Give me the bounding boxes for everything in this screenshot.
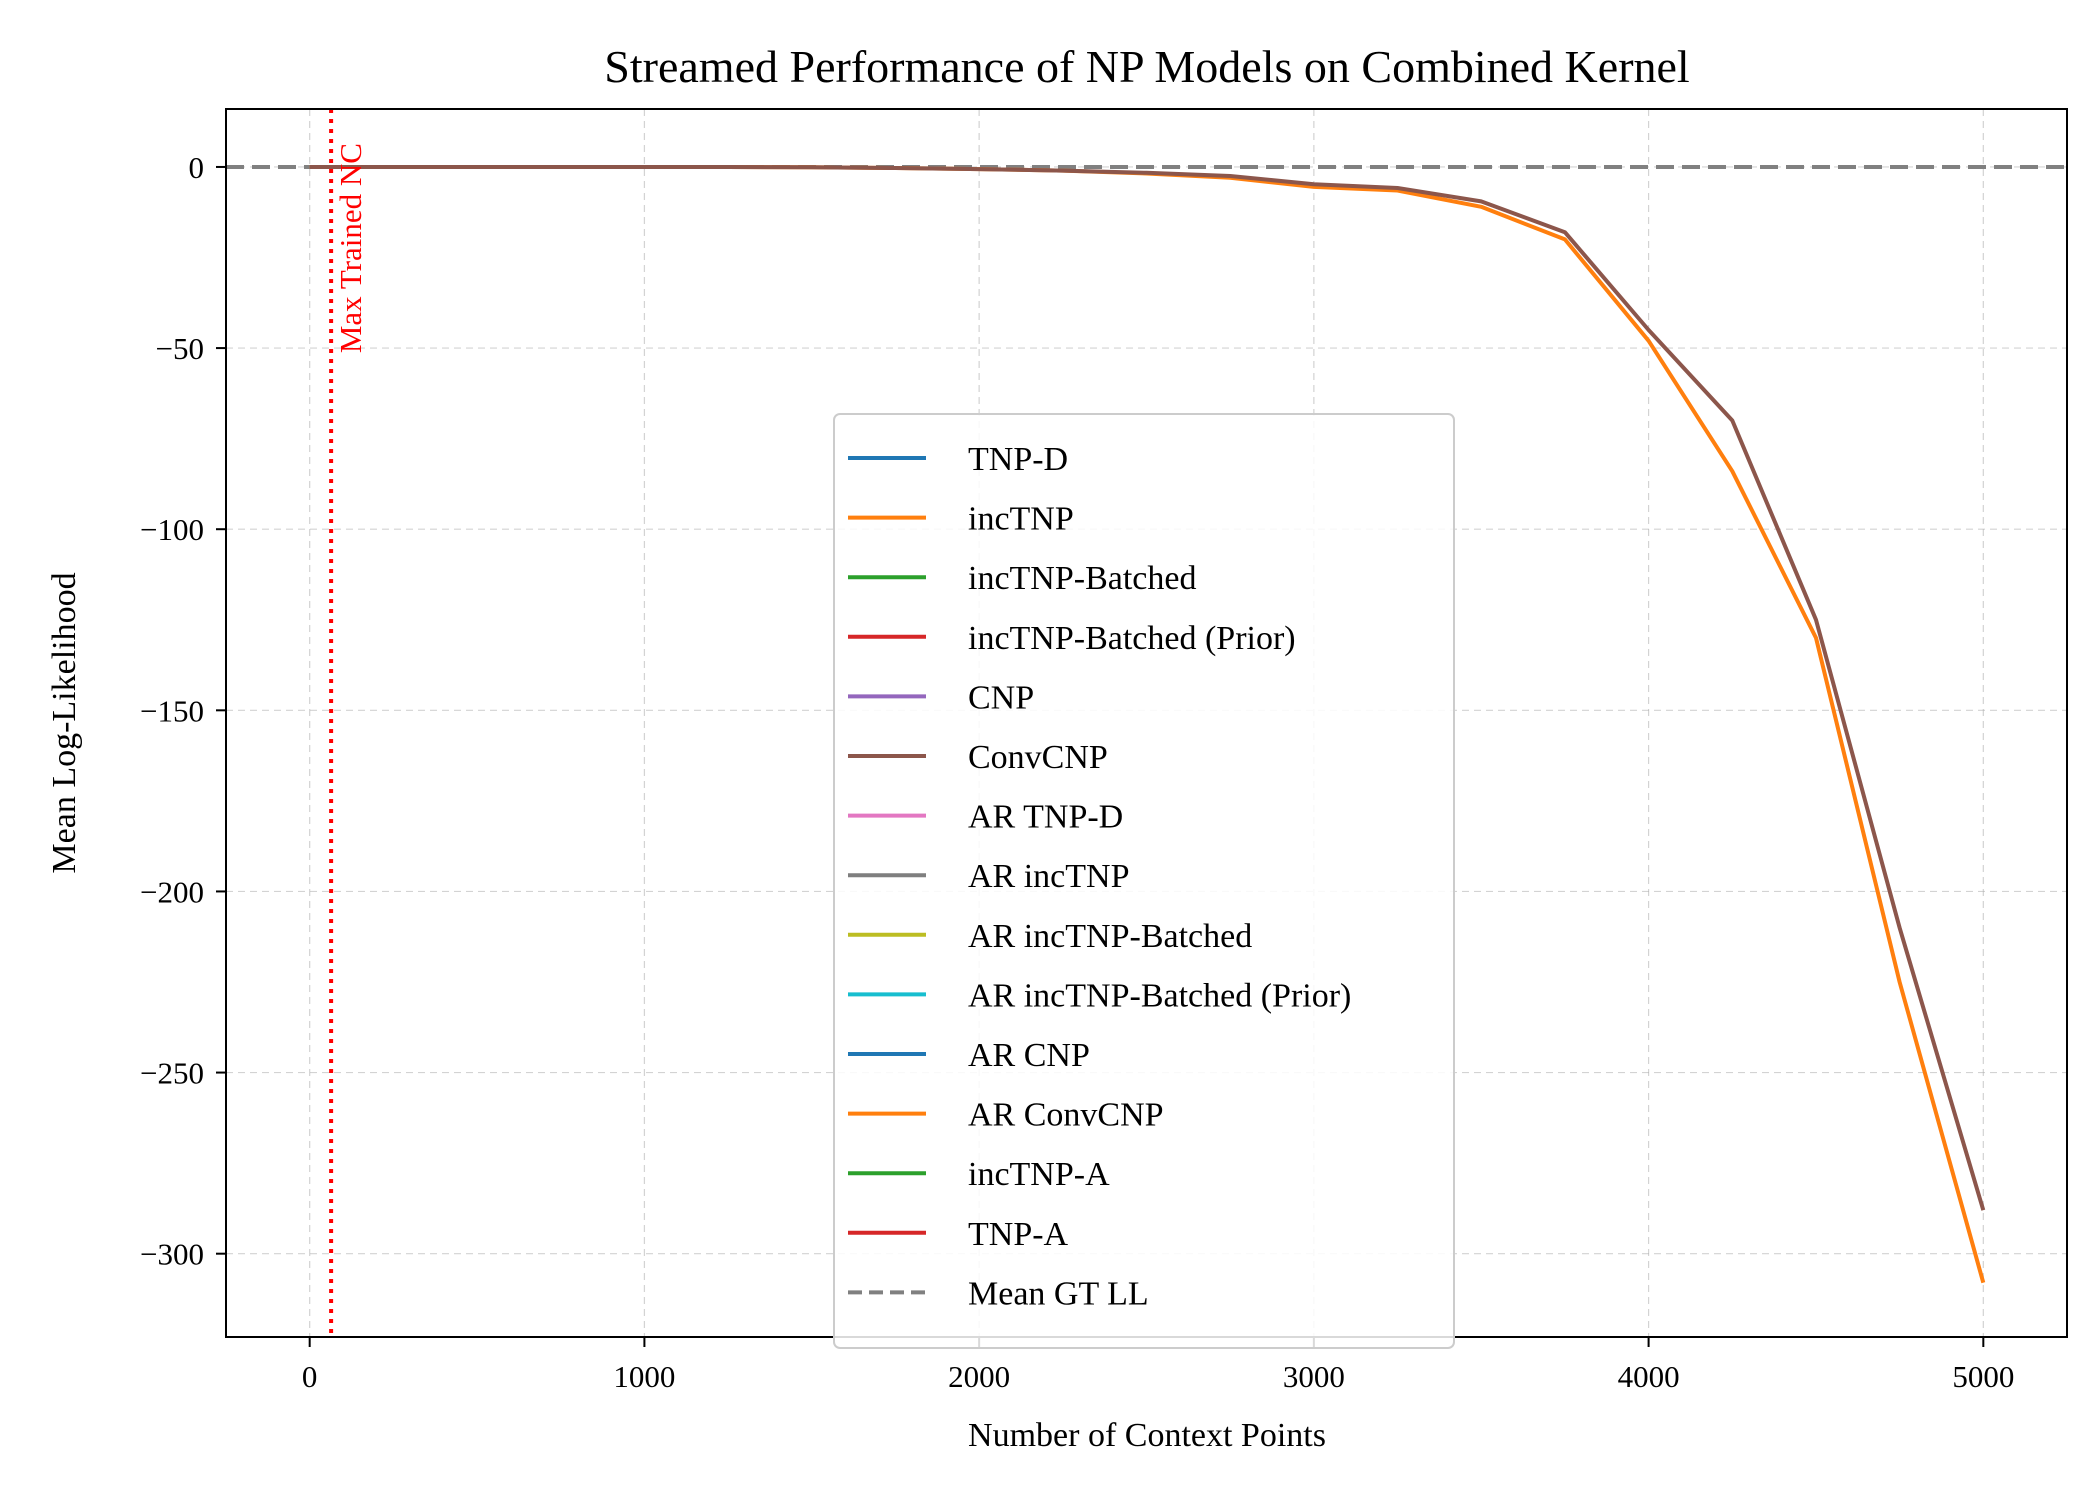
x-tick-label: 0: [302, 1359, 318, 1394]
legend-label: TNP-A: [968, 1216, 1069, 1253]
legend-box: [833, 413, 1455, 1349]
chart-title: Streamed Performance of NP Models on Com…: [604, 41, 1689, 92]
y-tick-label: 0: [189, 150, 205, 185]
legend-label: CNP: [968, 679, 1034, 716]
x-axis-label: Number of Context Points: [968, 1417, 1326, 1454]
x-tick-label: 3000: [1283, 1359, 1345, 1394]
y-axis-label: Mean Log-Likelihood: [46, 572, 83, 873]
legend-label: AR incTNP-Batched: [968, 918, 1252, 955]
legend-label: AR CNP: [968, 1037, 1090, 1074]
y-tick-label: −100: [140, 512, 204, 547]
legend-label: ConvCNP: [968, 739, 1108, 776]
x-tick-label: 1000: [613, 1359, 675, 1394]
y-tick-label: −250: [140, 1056, 204, 1091]
y-tick-label: −50: [156, 331, 204, 366]
y-tick-label: −150: [140, 693, 204, 728]
legend-label: Mean GT LL: [968, 1275, 1149, 1312]
legend-label: AR incTNP-Batched (Prior): [968, 977, 1351, 1014]
max-trained-nc-marker: Max Trained NC: [329, 109, 368, 1337]
legend-label: AR TNP-D: [968, 799, 1123, 836]
series-lines: [309, 165, 1986, 1284]
x-tick-label: 4000: [1618, 1359, 1680, 1394]
legend: TNP-D incTNP incTNP-Batched incTNP-Batched …: [833, 413, 1455, 1349]
x-tick-label: 2000: [948, 1359, 1010, 1394]
legend-label: incTNP: [968, 501, 1074, 538]
legend-label: incTNP-Batched: [968, 560, 1197, 597]
y-tick-label: −300: [140, 1237, 204, 1272]
legend-label: AR ConvCNP: [968, 1097, 1164, 1134]
y-tick-label: −200: [140, 874, 204, 909]
y-axis-ticks: 0 −50 −100 −150 −200 −250 −300: [140, 150, 226, 1272]
legend-label: TNP-D: [968, 441, 1068, 478]
series-line-convcnp: [309, 165, 1986, 1211]
legend-label: incTNP-A: [968, 1156, 1110, 1193]
x-axis-ticks: 0 1000 2000 3000 4000 5000: [302, 1337, 2014, 1394]
legend-label: AR incTNP: [968, 858, 1130, 895]
legend-label: incTNP-Batched (Prior): [968, 620, 1296, 657]
x-tick-label: 5000: [1952, 1359, 2014, 1394]
max-trained-nc-label: Max Trained NC: [333, 143, 368, 353]
